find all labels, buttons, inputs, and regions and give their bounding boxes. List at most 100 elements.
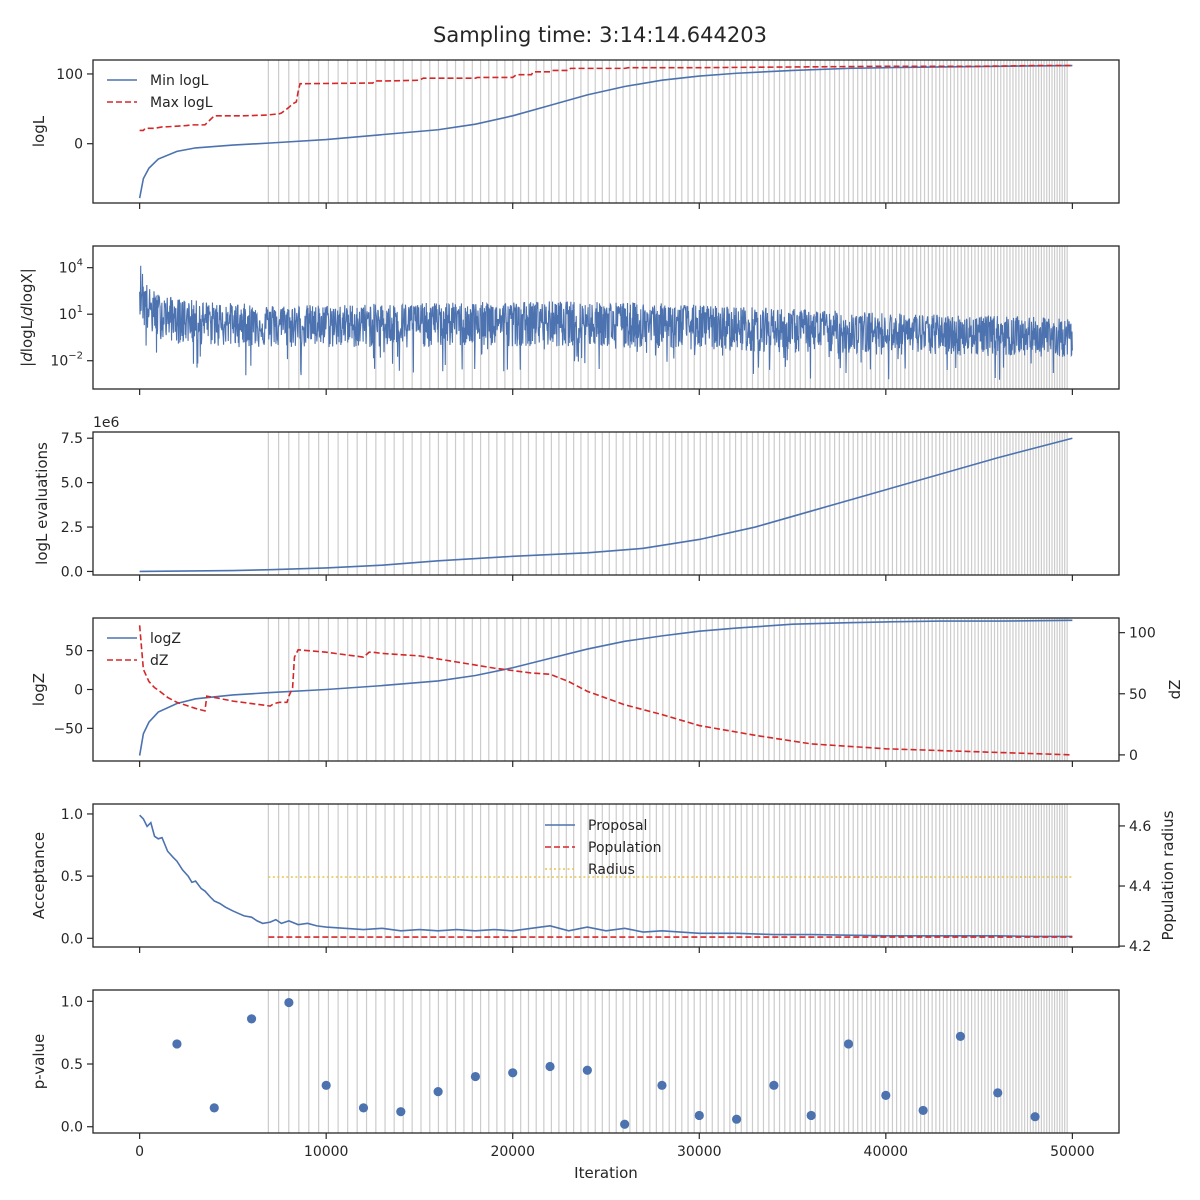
y-tick-label: 50: [65, 644, 83, 660]
figure-title: Sampling time: 3:14:14.644203: [433, 23, 767, 47]
y2-axis-label: dZ: [1166, 680, 1184, 700]
data-point: [246, 1014, 257, 1024]
data-point: [843, 1039, 854, 1049]
y-tick-label: 0.0: [61, 1120, 83, 1136]
y2-tick-label: 50: [1129, 687, 1147, 703]
legend: logZ dZ: [107, 631, 181, 669]
dead-point-lines: [267, 804, 1068, 947]
series-min-logl: [138, 64, 1073, 199]
axes-frame: [92, 431, 1120, 576]
plot-area: [138, 618, 1073, 761]
legend-label: logZ: [150, 631, 181, 647]
data-point: [955, 1031, 966, 1042]
panel-1: 0 100 logL Min logL Max logL: [30, 59, 1120, 209]
y2-tick-label: 4.2: [1129, 939, 1151, 955]
data-point: [806, 1110, 816, 1121]
y-axis-label: p-value: [30, 1034, 48, 1090]
data-point: [396, 1107, 406, 1117]
panel-3: 0.0 2.5 5.0 7.5 1e6 logL evaluations: [33, 415, 1120, 581]
legend-label: Radius: [588, 862, 635, 878]
dead-point-lines: [267, 990, 1068, 1133]
data-point: [508, 1068, 518, 1078]
y-tick-label: 0.5: [61, 869, 83, 885]
data-point: [284, 997, 294, 1008]
plot-area: [172, 990, 1068, 1133]
data-point: [172, 1039, 182, 1049]
series-1-0: [139, 265, 1073, 380]
data-point: [881, 1090, 891, 1100]
x-axis-label: Iteration: [574, 1164, 638, 1182]
y-tick-label: 10−2: [50, 351, 83, 370]
data-point: [769, 1080, 779, 1090]
y-tick-label: 0.5: [61, 1057, 83, 1073]
y2-tick-label: 4.6: [1129, 819, 1151, 835]
y-tick-label: 0: [74, 683, 83, 699]
y-tick-label: 1.0: [61, 994, 83, 1010]
data-point: [694, 1110, 704, 1121]
axes-frame: [92, 245, 1120, 390]
plot-area: [139, 246, 1073, 389]
data-point: [657, 1080, 667, 1090]
data-point: [731, 1114, 742, 1124]
y-axis-label: logL evaluations: [33, 442, 51, 565]
data-point: [993, 1088, 1003, 1098]
legend: Min logL Max logL: [107, 73, 213, 111]
y-axis-label: |dlogL/dlogX|: [18, 268, 36, 367]
y-axis-label: logZ: [30, 673, 48, 706]
data-point: [582, 1065, 592, 1075]
legend-label: Min logL: [150, 73, 209, 89]
y-tick-label: −50: [53, 721, 83, 737]
legend-label: Population: [588, 840, 662, 856]
data-point: [433, 1087, 443, 1097]
dead-point-lines: [267, 618, 1068, 761]
axes-frame: [92, 59, 1120, 204]
plot-area: [139, 804, 1073, 947]
y-tick-label: 5.0: [61, 476, 83, 492]
y2-tick-label: 4.4: [1129, 879, 1151, 895]
plot-area: [139, 432, 1073, 575]
series-logz: [138, 619, 1073, 756]
x-tick-label: 40000: [864, 1144, 909, 1160]
data-point: [358, 1103, 369, 1113]
x-tick-label: 50000: [1050, 1144, 1095, 1160]
panel-6: 0 10000 20000 30000 40000 50000 Iteration 0.0 0.…: [30, 989, 1120, 1182]
y-tick-label: 0.0: [61, 931, 83, 947]
panel-2: 104 101 10−2 |dlogL/dlogX|: [18, 245, 1120, 395]
y-axis-label: Acceptance: [30, 832, 48, 919]
offset-text: 1e6: [93, 415, 120, 431]
y-tick-label: 101: [59, 304, 83, 323]
data-point: [470, 1071, 481, 1082]
panel-5: 0.0 0.5 1.0 Acceptance 4.2 4.4 4.6 Population r…: [30, 803, 1177, 955]
y-tick-label: 100: [56, 67, 83, 83]
series-proposal: [139, 814, 1073, 938]
legend-label: dZ: [150, 653, 168, 669]
y2-axis-label: Population radius: [1159, 810, 1177, 940]
data-point: [620, 1119, 630, 1129]
legend-label: Proposal: [588, 818, 647, 834]
legend-label: Max logL: [150, 95, 213, 111]
series-2-0: [139, 437, 1073, 573]
series-dz: [138, 625, 1073, 756]
x-tick-label: 10000: [304, 1144, 349, 1160]
y2-tick-label: 0: [1129, 748, 1138, 764]
x-tick-label: 20000: [490, 1144, 535, 1160]
dead-point-lines: [267, 60, 1068, 203]
y2-tick-label: 100: [1129, 626, 1156, 642]
y-tick-label: 1.0: [61, 807, 83, 823]
axes-frame: [92, 803, 1120, 948]
data-point: [209, 1103, 219, 1113]
plot-area: [138, 60, 1073, 203]
legend: Proposal Population Radius: [545, 818, 662, 878]
axes-frame: [92, 989, 1120, 1134]
series-max-logl: [139, 64, 1073, 132]
y-tick-label: 7.5: [61, 431, 83, 447]
y-axis-label: logL: [30, 115, 48, 147]
y-tick-label: 0: [74, 137, 83, 153]
x-tick-label: 0: [135, 1144, 144, 1160]
data-point: [918, 1105, 928, 1116]
data-point: [321, 1080, 331, 1090]
panels: 0 100 logL Min logL Max logL 104 101 10−2 |dlogL…: [18, 59, 1184, 1182]
dead-point-lines: [267, 432, 1068, 575]
x-tick-label: 30000: [677, 1144, 722, 1160]
